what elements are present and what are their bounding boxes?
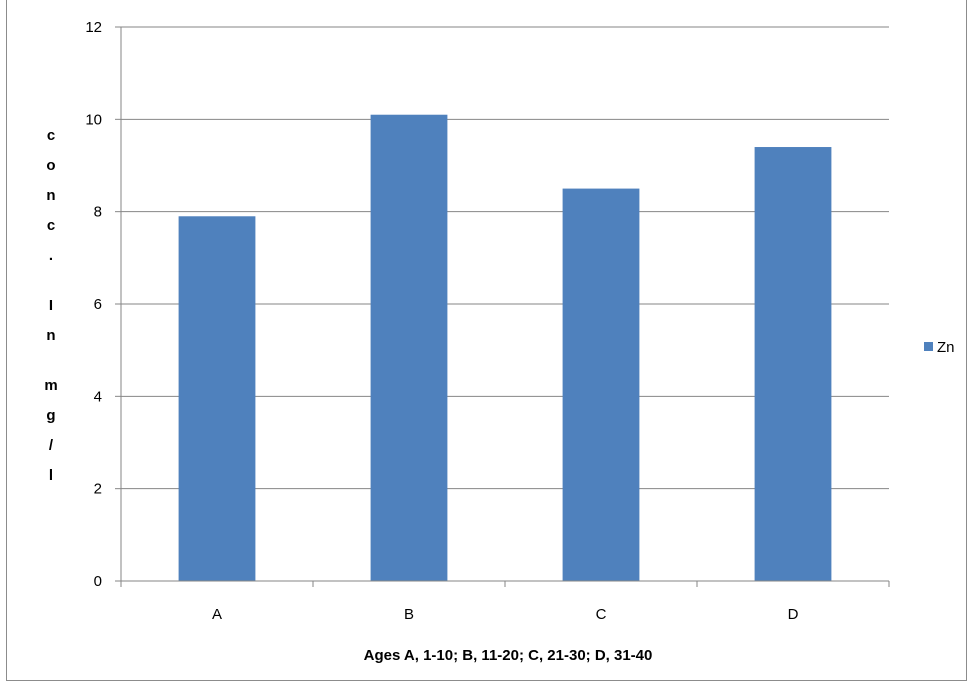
y-tick-label: 8 xyxy=(94,204,102,221)
bar-C xyxy=(562,188,640,582)
x-tick-labels: A B C D xyxy=(212,606,799,623)
x-tick-label: A xyxy=(212,606,222,623)
x-tick-label: B xyxy=(404,606,414,623)
y-axis-title-char: m xyxy=(44,377,57,394)
y-axis-title-char: / xyxy=(49,437,54,454)
y-axis-title-char: n xyxy=(46,187,55,204)
legend: Zn xyxy=(924,339,955,356)
bar-D xyxy=(754,147,832,582)
y-axis-title-char: l xyxy=(49,467,53,484)
y-tick-label: 0 xyxy=(94,573,102,590)
x-axis-title: Ages A, 1-10; B, 11-20; C, 21-30; D, 31-… xyxy=(364,647,653,664)
x-tick-label: C xyxy=(596,606,607,623)
y-tick-label: 2 xyxy=(94,481,102,498)
y-axis-title-char: n xyxy=(46,327,55,344)
y-axis-title-char: I xyxy=(49,297,53,314)
y-tick-label: 6 xyxy=(94,296,102,313)
bars xyxy=(178,114,832,582)
y-axis-title-char: g xyxy=(46,407,55,424)
bar-B xyxy=(370,114,448,581)
y-axis-title-char: c xyxy=(47,127,55,144)
y-axis-title-char: . xyxy=(49,247,53,264)
axes xyxy=(120,27,890,587)
y-tick-label: 12 xyxy=(85,19,102,36)
x-tick-label: D xyxy=(788,606,799,623)
y-tick-labels: 0 2 4 6 8 10 12 xyxy=(85,19,102,590)
y-tick-label: 10 xyxy=(85,111,102,128)
y-axis-title-char: c xyxy=(47,217,55,234)
y-axis-title-char: o xyxy=(46,157,55,174)
legend-swatch xyxy=(924,342,933,351)
legend-label: Zn xyxy=(937,339,955,356)
bar-A xyxy=(178,216,256,582)
y-tick-label: 4 xyxy=(94,388,102,405)
